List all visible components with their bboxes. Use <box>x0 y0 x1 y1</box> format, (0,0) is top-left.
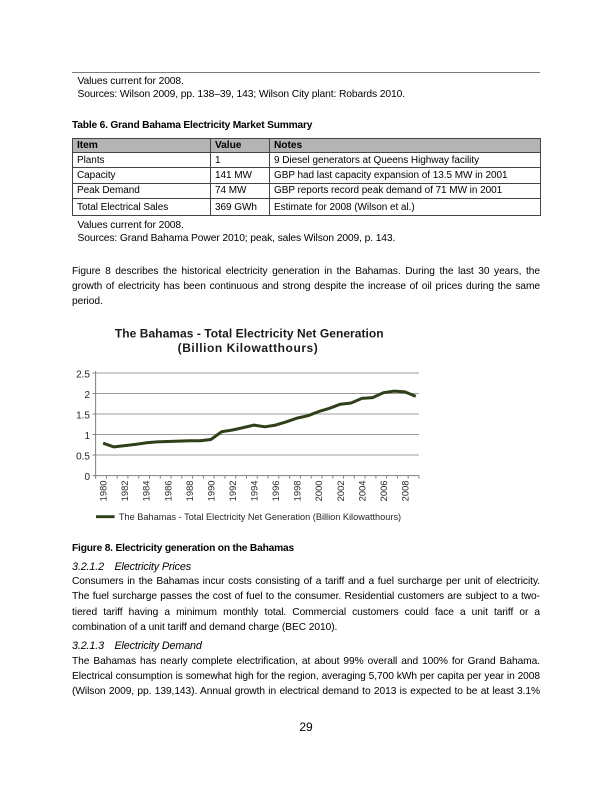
svg-text:1998: 1998 <box>292 481 303 502</box>
svg-text:1: 1 <box>84 431 90 442</box>
svg-text:1988: 1988 <box>184 481 195 502</box>
svg-text:2: 2 <box>84 390 90 401</box>
svg-text:1980: 1980 <box>98 481 109 502</box>
svg-text:1982: 1982 <box>119 481 130 502</box>
svg-text:1992: 1992 <box>227 481 238 502</box>
svg-text:2.5: 2.5 <box>76 369 90 380</box>
svg-text:0.5: 0.5 <box>76 451 90 462</box>
svg-text:1.5: 1.5 <box>76 410 90 421</box>
svg-text:1984: 1984 <box>141 481 152 502</box>
svg-text:The Bahamas - Total Electricit: The Bahamas - Total Electricity Net Gene… <box>115 327 384 341</box>
svg-text:The Bahamas - Total Electricit: The Bahamas - Total Electricity Net Gene… <box>119 512 401 522</box>
svg-text:1994: 1994 <box>249 481 260 502</box>
svg-text:1986: 1986 <box>162 481 173 502</box>
svg-text:2006: 2006 <box>378 481 389 502</box>
svg-text:1990: 1990 <box>205 481 216 502</box>
svg-text:2002: 2002 <box>335 481 346 502</box>
svg-text:2004: 2004 <box>356 481 367 502</box>
svg-text:0: 0 <box>84 472 90 483</box>
svg-text:2008: 2008 <box>399 481 410 502</box>
svg-text:2000: 2000 <box>313 481 324 502</box>
svg-text:1996: 1996 <box>270 481 281 502</box>
svg-text:(Billion Kilowatthours): (Billion Kilowatthours) <box>178 341 319 355</box>
